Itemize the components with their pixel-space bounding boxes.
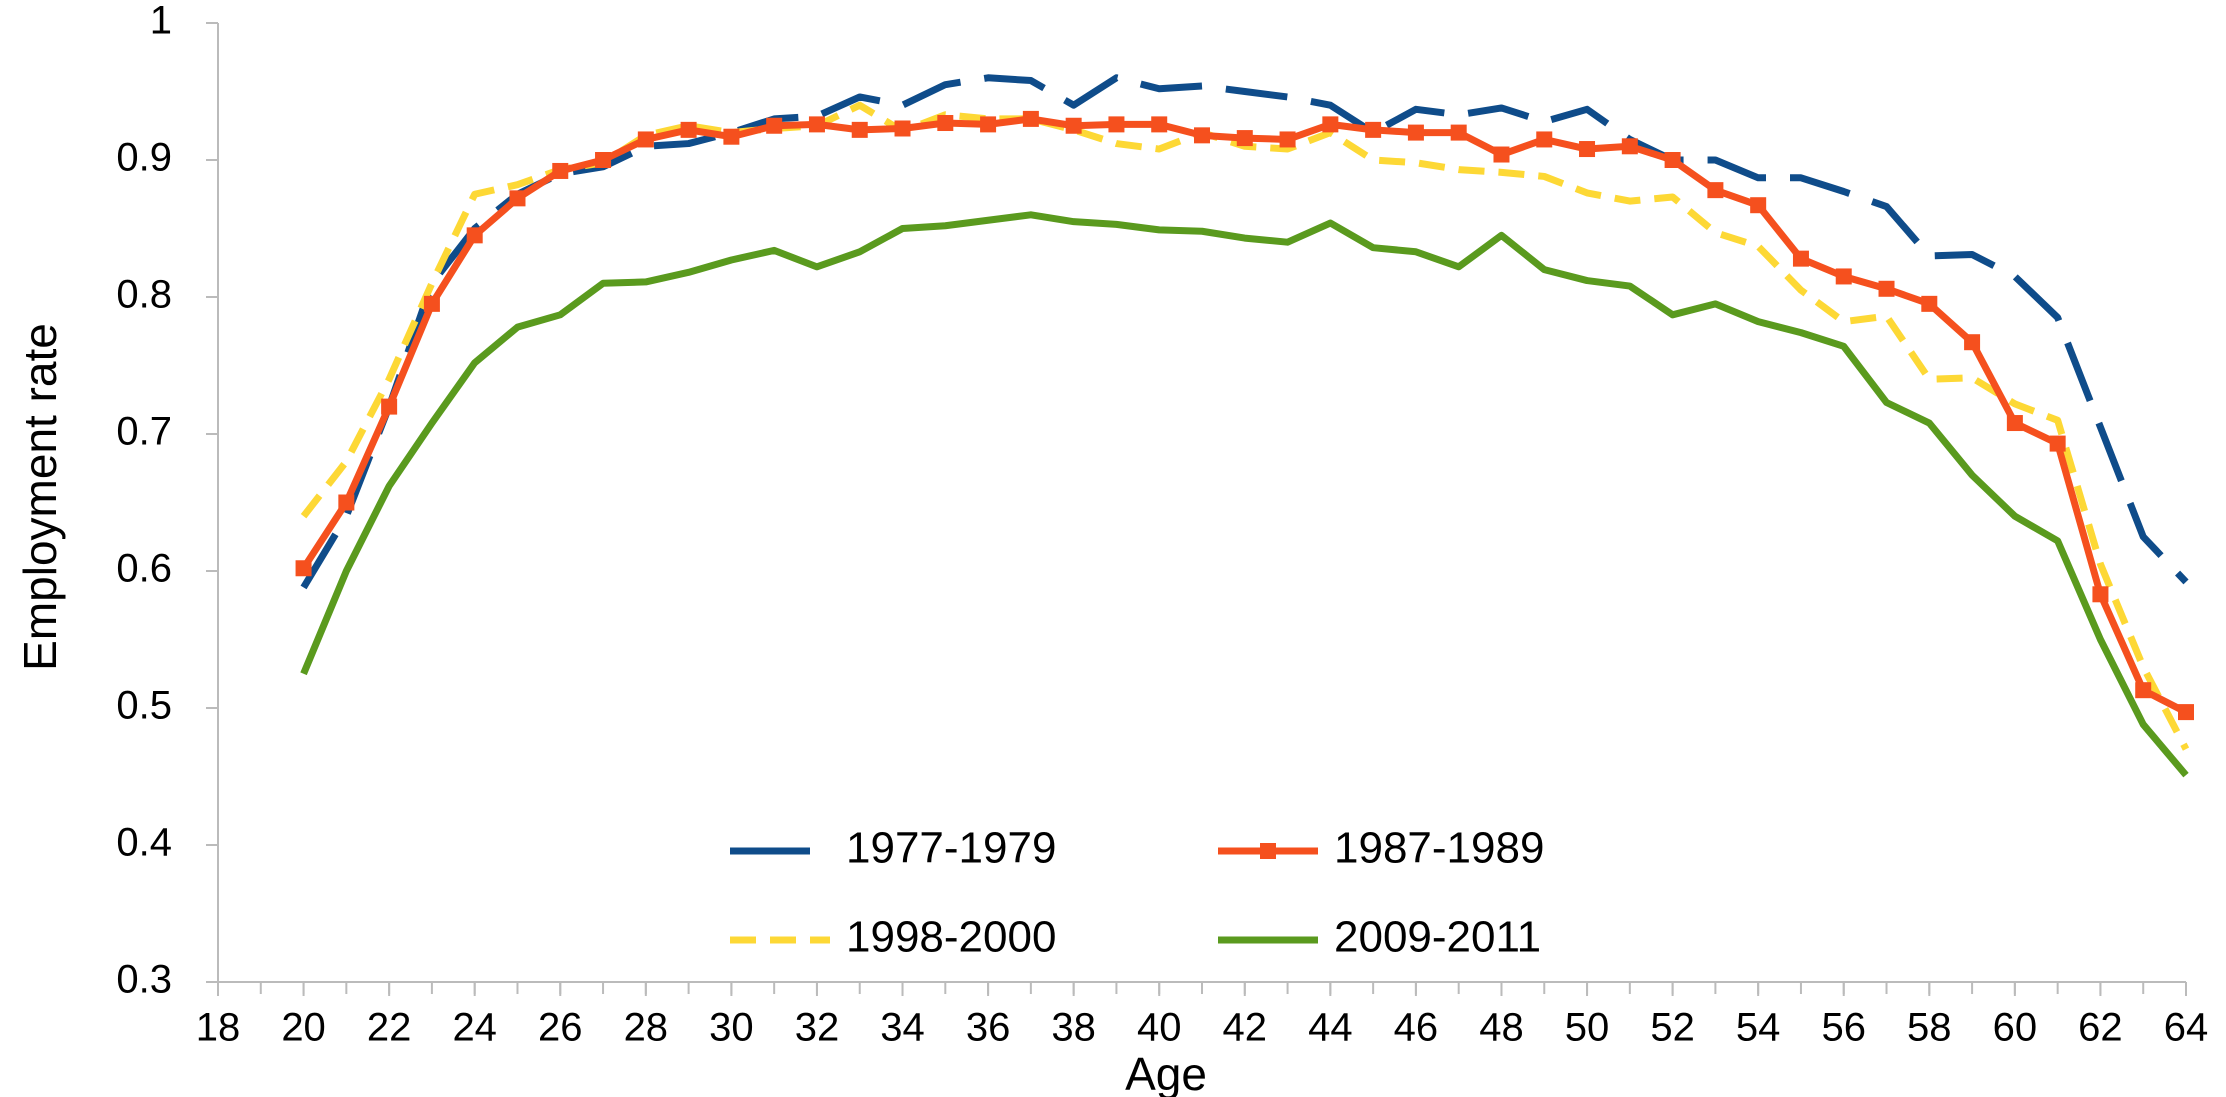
x-tick-label: 26 [538, 1006, 583, 1050]
data-point [766, 117, 783, 134]
series-line [300, 101, 2190, 751]
data-point [2049, 435, 2066, 452]
x-tick-label: 32 [795, 1006, 840, 1050]
data-point [1279, 131, 1296, 148]
x-tick-label: 30 [709, 1006, 754, 1050]
x-tick-label: 42 [1223, 1006, 1268, 1050]
data-point [937, 115, 954, 132]
x-tick-label: 18 [196, 1006, 241, 1050]
x-axis-title: Age [1125, 1048, 1207, 1097]
data-point [1750, 197, 1767, 214]
data-point [1065, 117, 1082, 134]
data-point [2092, 586, 2109, 603]
data-point [1365, 121, 1382, 138]
data-point [2135, 682, 2152, 699]
x-tick-label: 28 [624, 1006, 669, 1050]
x-tick-label: 22 [367, 1006, 412, 1050]
x-tick-label: 54 [1736, 1006, 1781, 1050]
data-point [1151, 116, 1168, 133]
data-point [338, 494, 355, 511]
data-point [723, 128, 740, 145]
y-tick-label: 0.8 [116, 273, 172, 317]
y-tick-label: 0.9 [116, 136, 172, 180]
x-tick-label: 60 [1993, 1006, 2038, 1050]
x-tick-label: 52 [1650, 1006, 1695, 1050]
data-point [1536, 131, 1553, 148]
data-point [1792, 250, 1809, 267]
x-tick-label: 62 [2078, 1006, 2123, 1050]
data-point [1407, 124, 1424, 141]
y-tick-label: 0.5 [116, 684, 172, 728]
data-point [1664, 152, 1681, 168]
data-point [1450, 124, 1467, 141]
x-tick-label: 34 [880, 1006, 925, 1050]
data-point [595, 152, 612, 168]
x-tick-label: 38 [1051, 1006, 1096, 1050]
data-point [851, 121, 868, 138]
legend-label: 1987-1989 [1334, 824, 1544, 873]
data-point [1835, 268, 1852, 285]
data-point [381, 398, 398, 415]
series-line [300, 74, 2189, 590]
data-point [1322, 116, 1339, 133]
y-tick-label: 0.6 [116, 547, 172, 591]
data-point [680, 121, 697, 138]
x-tick-label: 36 [966, 1006, 1011, 1050]
y-tick-label: 1 [150, 0, 172, 43]
data-point [1236, 130, 1253, 147]
series-line [300, 211, 2189, 778]
data-point [1964, 334, 1981, 351]
legend-label: 1998-2000 [846, 913, 1056, 962]
data-point [509, 190, 526, 207]
x-tick-label: 48 [1479, 1006, 1524, 1050]
y-tick-label: 0.7 [116, 410, 172, 454]
data-point [808, 116, 825, 133]
data-point [1621, 138, 1638, 155]
data-point [1579, 141, 1596, 158]
data-point [552, 162, 569, 179]
data-point [1707, 182, 1724, 199]
legend-label: 2009-2011 [1334, 913, 1541, 962]
series-line [300, 115, 2188, 716]
x-tick-label: 44 [1308, 1006, 1353, 1050]
x-tick-label: 40 [1137, 1006, 1182, 1050]
data-point [980, 116, 997, 133]
data-point [1921, 295, 1938, 312]
x-tick-label: 24 [452, 1006, 497, 1050]
x-tick-label: 64 [2164, 1006, 2209, 1050]
data-point [894, 120, 911, 137]
x-tick-label: 56 [1821, 1006, 1866, 1050]
y-tick-label: 0.3 [116, 958, 172, 1002]
y-tick-label: 0.4 [116, 821, 172, 865]
data-point [1108, 116, 1125, 133]
data-point [1878, 280, 1895, 297]
x-tick-label: 58 [1907, 1006, 1952, 1050]
data-point [1194, 127, 1210, 144]
x-tick-label: 46 [1394, 1006, 1439, 1050]
y-axis-title: Employment rate [14, 323, 66, 671]
data-point [2178, 704, 2194, 721]
legend-label: 1977-1979 [846, 824, 1056, 873]
data-point [637, 131, 654, 148]
data-point [1022, 110, 1039, 127]
x-tick-label: 50 [1565, 1006, 1610, 1050]
data-point [295, 560, 312, 577]
data-point [466, 227, 483, 244]
data-point [1493, 146, 1510, 163]
data-point [423, 295, 440, 312]
x-tick-label: 20 [281, 1006, 326, 1050]
legend-marker [1260, 843, 1276, 859]
data-point [2006, 415, 2023, 432]
